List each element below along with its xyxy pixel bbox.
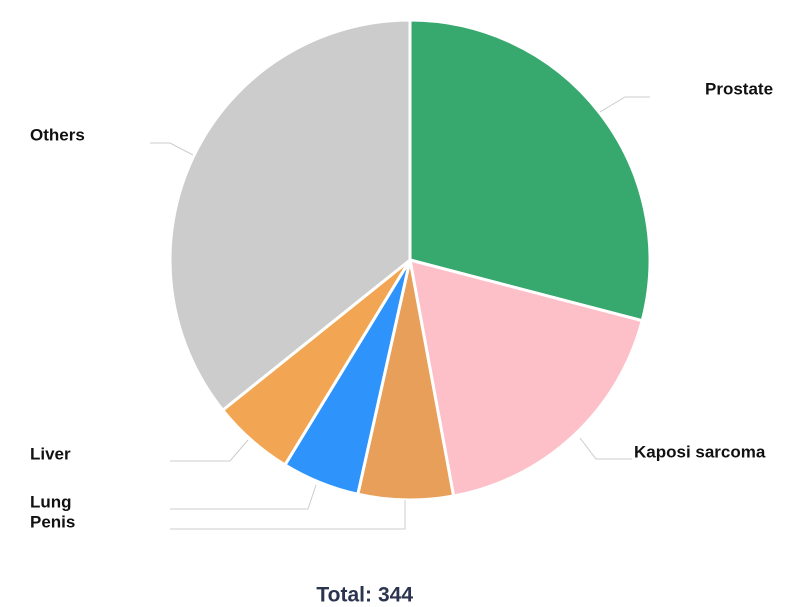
slice-label: Kaposi sarcoma	[634, 442, 766, 461]
slice-label: Penis	[30, 512, 75, 531]
pie-slice	[408, 18, 652, 323]
total-value: 344	[378, 584, 413, 607]
leader-line	[579, 437, 632, 460]
total-label: Total:	[316, 584, 372, 607]
slice-label: Lung	[30, 492, 72, 511]
leader-line	[170, 484, 317, 510]
pie-slice	[408, 258, 644, 498]
leader-line	[599, 96, 650, 113]
leader-line	[170, 439, 249, 462]
pie-slice	[168, 18, 412, 412]
slice-label: Others	[30, 125, 85, 144]
slice-label: Liver	[30, 444, 71, 463]
slice-label: Prostate	[705, 79, 773, 98]
leader-line	[150, 142, 194, 156]
leader-line	[170, 500, 406, 530]
